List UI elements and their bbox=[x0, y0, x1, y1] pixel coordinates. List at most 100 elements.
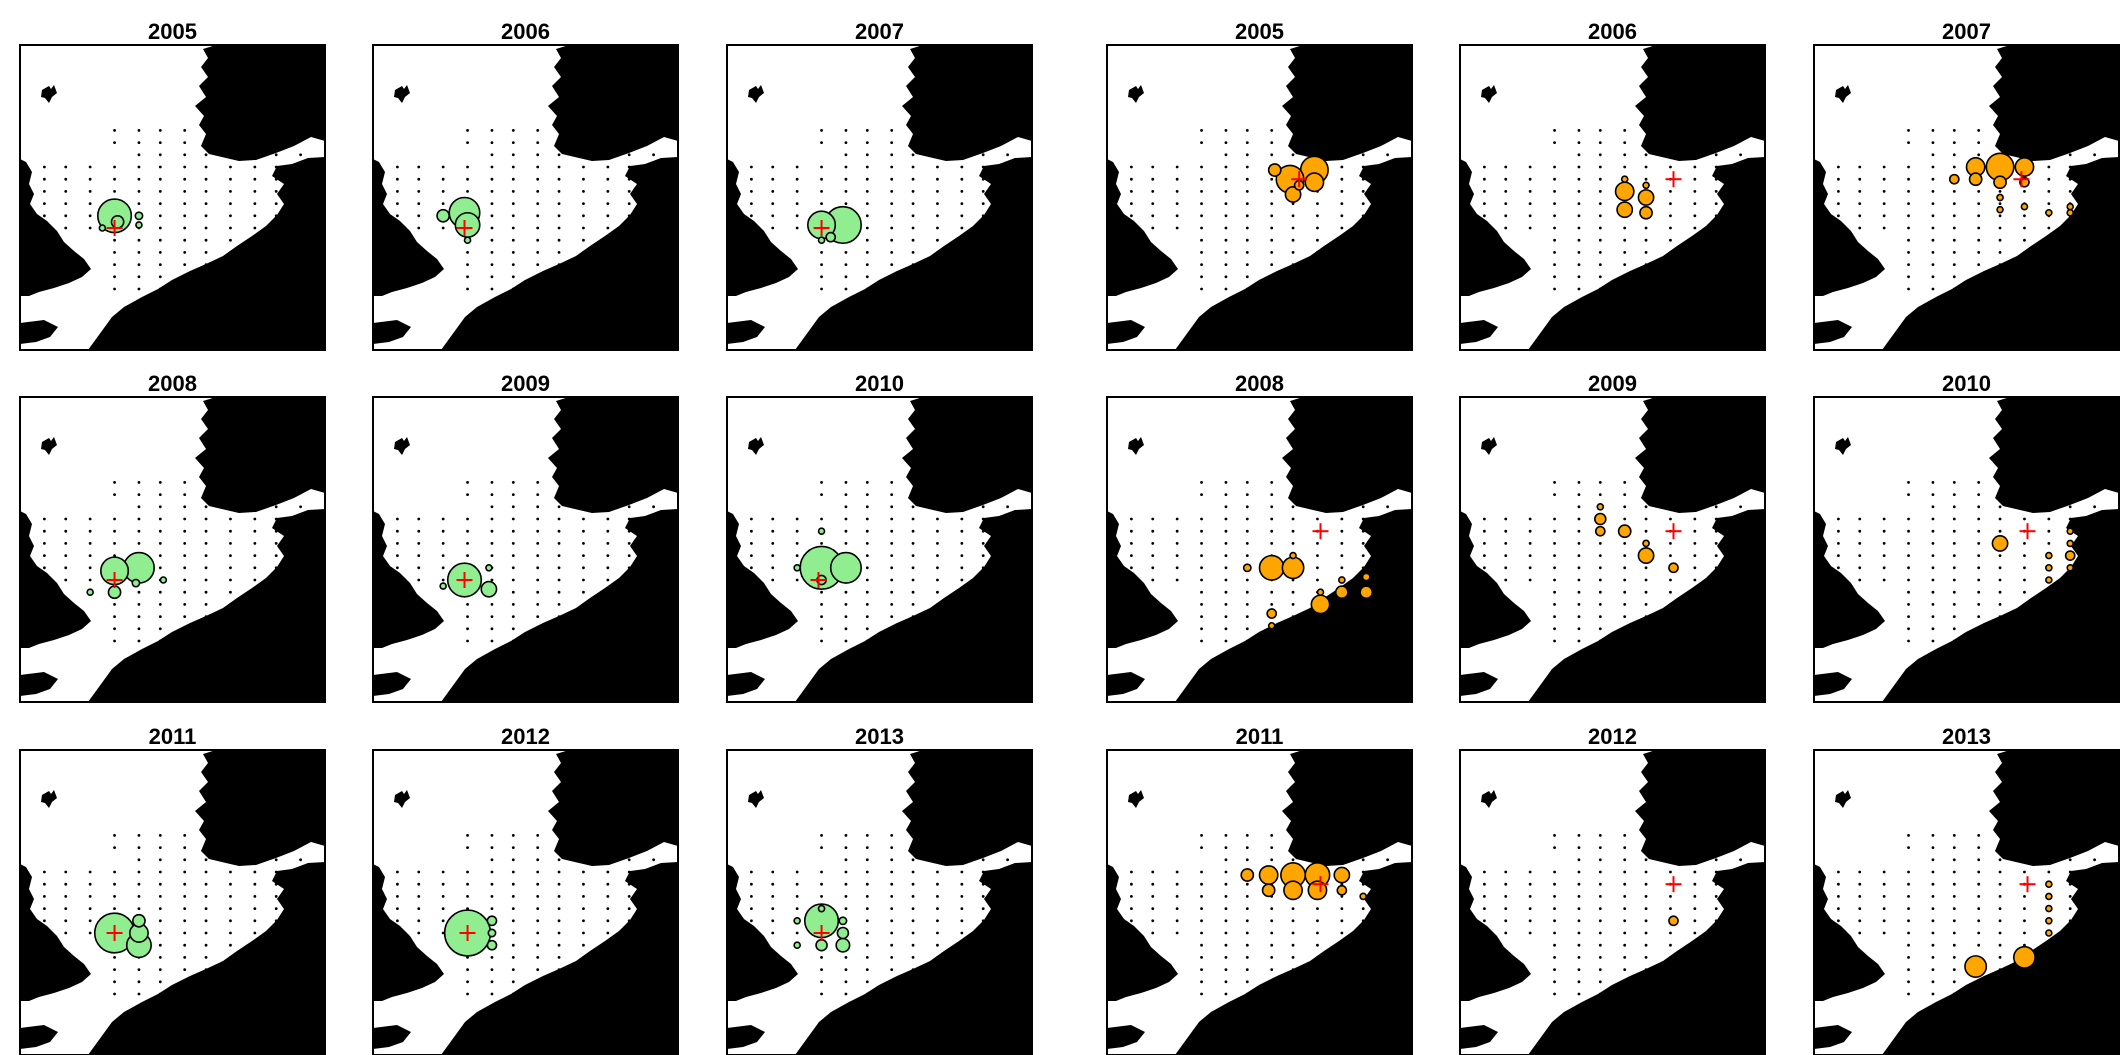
centroid-marker bbox=[1665, 171, 1682, 188]
station-point bbox=[606, 505, 610, 509]
station-point bbox=[1200, 566, 1203, 570]
station-point bbox=[627, 153, 631, 157]
station-point bbox=[1245, 846, 1249, 849]
bubble-layer bbox=[1991, 527, 2076, 584]
station-point bbox=[960, 968, 964, 971]
station-point bbox=[1714, 529, 1718, 533]
station-point bbox=[652, 554, 655, 557]
station-point bbox=[229, 603, 232, 606]
station-point bbox=[204, 931, 208, 935]
station-point bbox=[113, 517, 116, 521]
station-point bbox=[652, 858, 655, 862]
station-point bbox=[1175, 895, 1179, 898]
station-point bbox=[43, 931, 46, 935]
station-point bbox=[911, 493, 915, 496]
station-point bbox=[911, 202, 915, 206]
station-point bbox=[1623, 481, 1627, 484]
station-point bbox=[865, 287, 869, 291]
station-point bbox=[1907, 226, 1910, 230]
station-point bbox=[1224, 153, 1228, 157]
station-point bbox=[1245, 980, 1249, 984]
northern-landmass bbox=[1635, 45, 1765, 161]
station-point bbox=[1006, 858, 1009, 862]
station-point bbox=[88, 226, 92, 230]
station-point bbox=[1200, 226, 1203, 230]
station-point bbox=[1200, 129, 1203, 132]
station-point bbox=[557, 517, 561, 521]
station-point bbox=[183, 919, 187, 923]
station-point bbox=[1553, 529, 1556, 533]
station-point bbox=[2047, 505, 2051, 509]
panel-title: 2008 bbox=[1235, 371, 1284, 396]
station-point bbox=[1245, 287, 1249, 291]
northern-landmass bbox=[548, 45, 678, 161]
station-grid bbox=[43, 834, 302, 996]
station-point bbox=[299, 578, 302, 582]
station-point bbox=[582, 870, 585, 874]
station-point bbox=[606, 165, 610, 169]
station-point bbox=[1714, 554, 1718, 557]
station-point bbox=[204, 141, 208, 144]
station-point bbox=[183, 603, 187, 606]
station-point bbox=[490, 165, 494, 169]
station-point bbox=[158, 919, 162, 923]
station-point bbox=[820, 980, 823, 984]
eastern-landmass bbox=[1528, 509, 1765, 702]
station-point bbox=[1598, 615, 1602, 618]
western-landmass bbox=[1814, 864, 1885, 1001]
station-point bbox=[229, 505, 232, 509]
map-panel-orange-2009: 2009 bbox=[1459, 371, 1766, 703]
station-point bbox=[606, 943, 610, 947]
station-point bbox=[137, 287, 141, 291]
station-point bbox=[1245, 956, 1249, 959]
eastern-landmass bbox=[1882, 509, 2119, 702]
station-grid bbox=[43, 129, 302, 291]
station-point bbox=[2093, 895, 2096, 898]
station-point bbox=[960, 517, 964, 521]
southwest-landmass bbox=[20, 672, 58, 696]
station-point bbox=[1977, 919, 1981, 923]
southwest-landmass bbox=[20, 320, 58, 344]
station-point bbox=[1977, 566, 1981, 570]
station-point bbox=[911, 542, 915, 545]
station-point bbox=[627, 870, 631, 874]
station-point bbox=[1316, 858, 1319, 862]
small-island bbox=[394, 85, 410, 103]
station-point bbox=[1858, 907, 1862, 910]
station-point bbox=[1245, 493, 1249, 496]
station-point bbox=[750, 554, 753, 557]
station-point bbox=[1998, 129, 2002, 132]
station-point bbox=[274, 190, 278, 193]
station-point bbox=[2093, 907, 2096, 910]
station-point bbox=[1151, 226, 1155, 230]
station-point bbox=[1907, 846, 1910, 849]
station-point bbox=[417, 517, 421, 521]
station-point bbox=[960, 895, 964, 898]
station-point bbox=[981, 505, 985, 509]
station-point bbox=[1623, 141, 1627, 144]
station-point bbox=[1316, 505, 1319, 509]
station-point bbox=[890, 980, 894, 984]
station-point bbox=[1291, 529, 1295, 533]
station-point bbox=[1907, 956, 1910, 959]
station-point bbox=[1644, 870, 1648, 874]
station-point bbox=[1998, 615, 2002, 618]
station-point bbox=[1931, 578, 1935, 582]
station-point bbox=[820, 165, 823, 169]
station-point bbox=[1858, 214, 1862, 218]
abundance-bubble bbox=[1614, 181, 1635, 202]
station-point bbox=[64, 214, 68, 218]
station-point bbox=[1714, 590, 1718, 594]
panel-title: 2009 bbox=[1588, 371, 1637, 396]
station-point bbox=[1483, 177, 1486, 181]
centroid-marker bbox=[1665, 523, 1682, 540]
station-point bbox=[1693, 153, 1697, 157]
station-point bbox=[1644, 907, 1648, 910]
station-point bbox=[1952, 834, 1956, 837]
station-point bbox=[1907, 251, 1910, 254]
station-point bbox=[511, 190, 515, 193]
abundance-bubble bbox=[1991, 534, 2009, 552]
eastern-landmass bbox=[795, 862, 1032, 1055]
station-point bbox=[2068, 919, 2072, 923]
station-point bbox=[2093, 505, 2096, 509]
